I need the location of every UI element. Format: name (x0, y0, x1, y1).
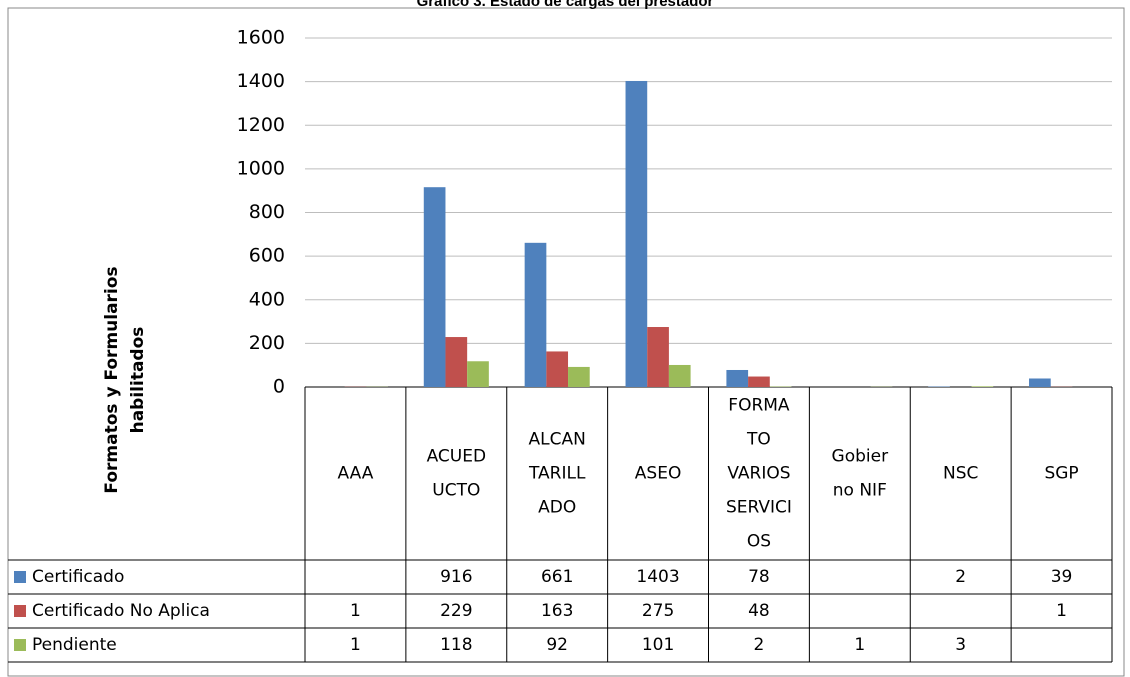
bar (445, 337, 468, 387)
x-tick-label: ACUED UCTO (427, 447, 486, 501)
bar (1029, 378, 1051, 387)
table-value: 163 (541, 601, 573, 621)
bar (668, 364, 691, 387)
bar (726, 369, 749, 387)
legend-swatch (14, 639, 26, 651)
table-value: 2 (754, 635, 765, 655)
legend-label: Certificado No Aplica (32, 601, 210, 621)
bar (568, 366, 590, 387)
x-tick-label: ALCAN TARILL ADO (528, 430, 586, 518)
x-tick-label: SGP (1044, 464, 1078, 484)
chart-frame (7, 7, 1125, 677)
table-value: 275 (642, 601, 674, 621)
y-tick-label: 800 (249, 201, 285, 223)
y-tick-label: 400 (249, 288, 285, 310)
y-tick-label: 1400 (237, 70, 285, 92)
table-value: 39 (1051, 567, 1073, 587)
y-tick-label: 1200 (237, 114, 285, 136)
table-value: 1 (854, 635, 865, 655)
legend-label: Certificado (32, 567, 124, 587)
x-tick-label: ASEO (635, 464, 682, 484)
x-tick-label: FORMA TO VARIOS SERVICI OS (726, 396, 792, 552)
x-tick-label: NSC (943, 464, 978, 484)
table-value: 229 (440, 601, 472, 621)
table-value: 1 (350, 601, 361, 621)
bar (546, 351, 569, 387)
y-tick-label: 200 (249, 332, 285, 354)
table-value: 661 (541, 567, 573, 587)
table-value: 3 (955, 635, 966, 655)
bar (524, 242, 547, 387)
table-value: 48 (748, 601, 770, 621)
bar (423, 187, 446, 387)
x-tick-label: Gobier no NIF (832, 447, 889, 501)
bar (467, 361, 489, 387)
table-value: 1 (350, 635, 361, 655)
table-value: 101 (642, 635, 674, 655)
y-tick-label: 1600 (237, 27, 285, 49)
table-value: 2 (955, 567, 966, 587)
bar (748, 376, 770, 387)
legend-swatch (14, 605, 26, 617)
legend-label: Pendiente (32, 635, 117, 655)
table-value: 78 (748, 567, 770, 587)
y-tick-label: 600 (249, 245, 285, 267)
bar (647, 327, 669, 387)
table-value: 1403 (636, 567, 679, 587)
y-tick-label: 0 (273, 376, 285, 398)
x-tick-label: AAA (338, 464, 374, 484)
bar (971, 386, 994, 387)
legend-swatch (14, 571, 26, 583)
table-value: 1 (1056, 601, 1067, 621)
table-value: 118 (440, 635, 472, 655)
y-axis-title: Formatos y Formularios habilitados (102, 266, 148, 493)
table-value: 916 (440, 567, 472, 587)
bar (625, 80, 648, 387)
table-value: 92 (546, 635, 568, 655)
y-tick-label: 1000 (237, 157, 285, 179)
chart-title: Gráfico 3. Estado de cargas del prestado… (417, 0, 714, 10)
